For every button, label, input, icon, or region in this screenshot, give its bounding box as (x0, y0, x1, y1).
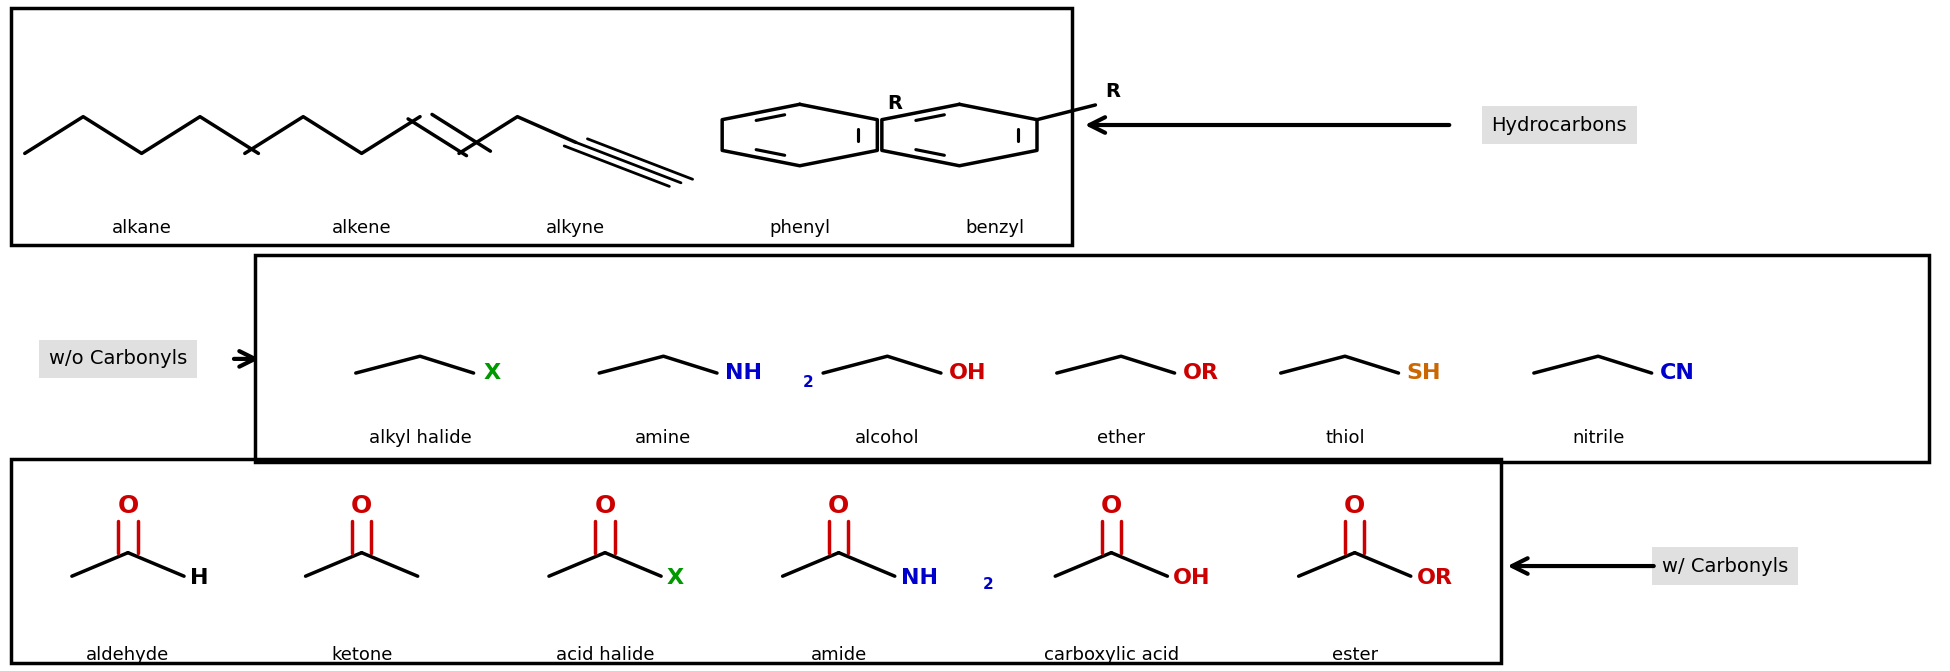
Text: OH: OH (1174, 568, 1211, 588)
Text: OR: OR (1182, 363, 1219, 383)
Text: alkene: alkene (332, 219, 392, 237)
Bar (255, 255, 1929, 462)
Text: O: O (595, 494, 616, 518)
Text: X: X (484, 363, 501, 383)
Text: NH: NH (901, 568, 938, 588)
Text: ketone: ketone (332, 646, 392, 664)
Text: phenyl: phenyl (768, 219, 831, 237)
Text: alkyl halide: alkyl halide (369, 429, 472, 447)
Text: O: O (1344, 494, 1365, 518)
Text: CN: CN (1659, 363, 1695, 383)
Text: alkane: alkane (111, 219, 172, 237)
Text: Hydrocarbons: Hydrocarbons (1492, 115, 1626, 134)
Text: X: X (667, 568, 684, 588)
Text: OH: OH (950, 363, 987, 383)
Bar (12, 8, 1073, 246)
Text: amide: amide (811, 646, 868, 664)
Text: amine: amine (636, 429, 692, 447)
Text: 2: 2 (803, 375, 813, 390)
Text: carboxylic acid: carboxylic acid (1043, 646, 1180, 664)
Text: w/o Carbonyls: w/o Carbonyls (49, 350, 187, 368)
Text: H: H (189, 568, 209, 588)
Text: 2: 2 (983, 577, 993, 592)
Text: OR: OR (1416, 568, 1453, 588)
Text: O: O (1100, 494, 1121, 518)
Text: alcohol: alcohol (854, 429, 920, 447)
Text: aldehyde: aldehyde (86, 646, 170, 664)
Text: O: O (351, 494, 372, 518)
Text: O: O (829, 494, 850, 518)
Text: acid halide: acid halide (556, 646, 655, 664)
Text: benzyl: benzyl (965, 219, 1024, 237)
Text: R: R (1106, 82, 1119, 101)
Text: SH: SH (1406, 363, 1441, 383)
Text: nitrile: nitrile (1572, 429, 1624, 447)
Text: ether: ether (1098, 429, 1145, 447)
Text: thiol: thiol (1326, 429, 1365, 447)
Text: alkyne: alkyne (546, 219, 604, 237)
Text: O: O (117, 494, 138, 518)
Text: ester: ester (1332, 646, 1379, 664)
Text: R: R (887, 94, 903, 113)
Text: NH: NH (725, 363, 762, 383)
Text: w/ Carbonyls: w/ Carbonyls (1661, 556, 1788, 576)
Bar (12, 459, 1502, 663)
